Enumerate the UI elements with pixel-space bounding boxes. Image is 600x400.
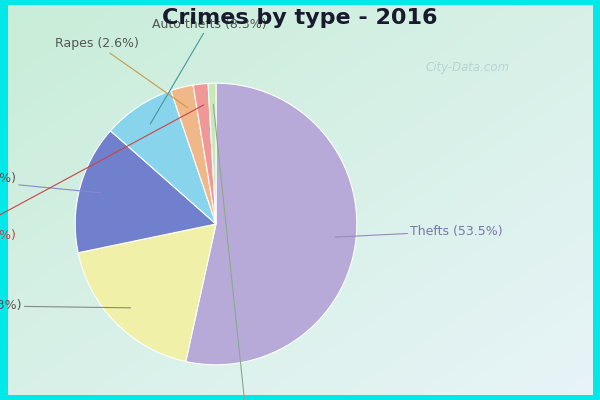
Wedge shape xyxy=(171,85,216,224)
Text: Auto thefts (8.3%): Auto thefts (8.3%) xyxy=(150,18,266,124)
Wedge shape xyxy=(193,84,216,224)
Wedge shape xyxy=(78,224,216,362)
Text: Thefts (53.5%): Thefts (53.5%) xyxy=(335,224,503,238)
Text: Burglaries (14.8%): Burglaries (14.8%) xyxy=(0,172,100,193)
Text: Robberies (1.7%): Robberies (1.7%) xyxy=(0,105,203,242)
Text: Arson (0.9%): Arson (0.9%) xyxy=(206,104,287,400)
Wedge shape xyxy=(186,83,357,365)
Wedge shape xyxy=(75,131,216,253)
Text: Rapes (2.6%): Rapes (2.6%) xyxy=(55,37,188,108)
Text: Assaults (18.3%): Assaults (18.3%) xyxy=(0,299,131,312)
Text: City-Data.com: City-Data.com xyxy=(426,62,510,74)
Wedge shape xyxy=(110,91,216,224)
Text: Crimes by type - 2016: Crimes by type - 2016 xyxy=(162,8,438,28)
Wedge shape xyxy=(208,83,216,224)
